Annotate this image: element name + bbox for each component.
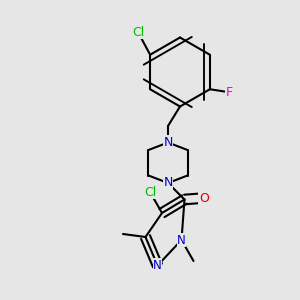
Text: N: N <box>153 259 162 272</box>
Text: N: N <box>163 136 173 149</box>
Text: Cl: Cl <box>144 185 156 199</box>
Text: F: F <box>226 86 233 99</box>
Text: Cl: Cl <box>132 26 144 39</box>
Text: O: O <box>199 191 209 205</box>
Text: N: N <box>177 233 186 247</box>
Text: N: N <box>163 176 173 190</box>
